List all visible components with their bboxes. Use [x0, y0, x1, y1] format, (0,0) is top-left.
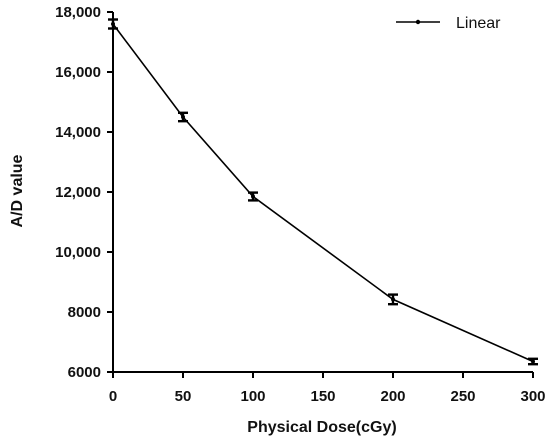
data-point — [181, 115, 185, 119]
y-tick-label: 18,000 — [55, 4, 101, 21]
axes — [112, 12, 533, 373]
data-point — [111, 22, 115, 26]
x-tick-label: 0 — [109, 388, 117, 405]
series-line-linear — [112, 23, 534, 363]
y-axis-ticks: 6000 8000 10,000 12,000 14,000 16,000 18,000 — [55, 4, 113, 381]
data-point — [531, 359, 535, 364]
x-axis-label: Physical Dose(cGy) — [247, 419, 396, 436]
x-axis-ticks: 0 50 100 150 200 250 300 — [109, 372, 546, 405]
x-tick-label: 300 — [520, 388, 545, 405]
y-tick-label: 16,000 — [55, 64, 101, 81]
y-tick-label: 14,000 — [55, 124, 101, 141]
y-tick-label: 8000 — [68, 304, 101, 321]
x-tick-label: 150 — [310, 388, 335, 405]
y-tick-label: 6000 — [68, 364, 101, 381]
x-tick-label: 100 — [240, 388, 265, 405]
data-point — [391, 297, 395, 302]
x-tick-label: 50 — [175, 388, 192, 405]
legend: Linear — [396, 15, 501, 32]
legend-label-linear: Linear — [456, 15, 501, 32]
legend-marker-linear — [415, 19, 421, 25]
x-tick-label: 250 — [450, 388, 475, 405]
plot-area — [108, 18, 538, 366]
y-axis-label: A/D value — [9, 154, 26, 227]
y-tick-label: 10,000 — [55, 244, 101, 261]
y-tick-label: 12,000 — [55, 184, 101, 201]
x-tick-label: 200 — [380, 388, 405, 405]
data-point — [251, 194, 255, 199]
